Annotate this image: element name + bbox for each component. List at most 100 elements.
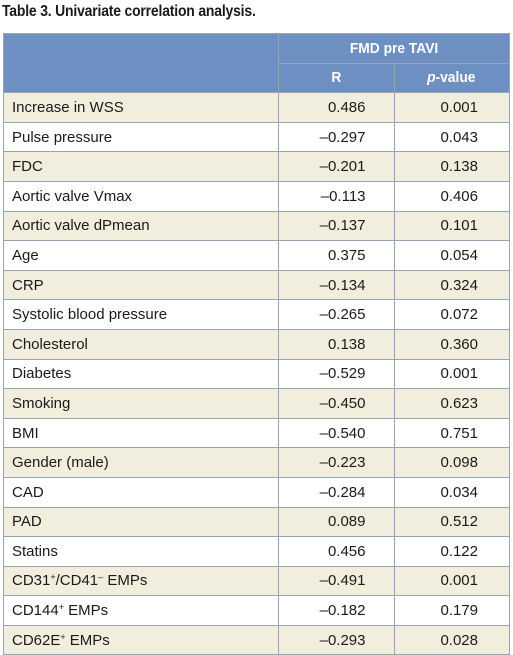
row-r-value: –0.297 [278, 121, 395, 153]
row-p-value: 0.179 [393, 595, 510, 626]
table-row: Gender (male) –0.223 0.098 [3, 447, 510, 478]
row-label-superscript: + [50, 572, 56, 583]
table-row: FDC –0.201 0.138 [3, 151, 510, 182]
row-r-value: 0.375 [278, 240, 395, 271]
row-label-superscript: – [98, 572, 104, 583]
row-label: Aortic valve dPmean [12, 217, 150, 235]
row-label: Diabetes [12, 365, 72, 383]
row-p-value: 0.043 [393, 121, 510, 153]
row-p-value: 0.098 [393, 447, 510, 478]
row-r-value: –0.182 [278, 595, 395, 626]
row-label: Pulse pressure [12, 128, 113, 146]
row-label-text: CD144 [12, 602, 59, 620]
row-p-value: 0.324 [393, 269, 510, 301]
row-p-value: 0.072 [393, 299, 510, 330]
table-row: Increase in WSS 0.486 0.001 [3, 92, 510, 123]
header-group-cell: FMD pre TAVI [278, 33, 510, 64]
row-label-cell: PAD [3, 506, 279, 538]
table-row: CAD –0.284 0.034 [3, 476, 510, 508]
header-row-group: FMD pre TAVI [3, 32, 510, 94]
header-r-label: R [331, 69, 342, 87]
row-label-text: EMPs [103, 572, 148, 590]
row-label: FDC [12, 158, 43, 176]
row-p-value: 0.054 [393, 240, 510, 271]
row-r-value: 0.486 [278, 92, 395, 123]
row-r-value: –0.134 [278, 269, 395, 301]
row-p-value: 0.028 [393, 624, 510, 655]
table-row: Age 0.375 0.054 [3, 240, 510, 271]
row-label: Age [12, 246, 39, 264]
table-row: Cholesterol 0.138 0.360 [3, 328, 510, 360]
table-row: BMI –0.540 0.751 [3, 417, 510, 449]
row-p-value: 0.001 [393, 92, 510, 123]
row-label: Smoking [12, 394, 71, 412]
row-r-value: 0.456 [278, 536, 395, 567]
row-r-value: 0.089 [278, 506, 395, 538]
table-row: Statins 0.456 0.122 [3, 536, 510, 567]
table-row: CRP –0.134 0.324 [3, 269, 510, 301]
row-p-value: 0.001 [393, 565, 510, 597]
row-label-cell: Age [3, 240, 279, 271]
row-r-value: 0.138 [278, 328, 395, 360]
row-label: BMI [12, 424, 39, 442]
row-label-cell: CAD [3, 476, 279, 508]
row-label: Systolic blood pressure [12, 306, 168, 324]
row-p-value: 0.623 [393, 388, 510, 419]
header-p-cell: p-value [393, 62, 510, 94]
row-p-value: 0.101 [393, 210, 510, 242]
row-label-text: EMPs [65, 631, 110, 649]
row-r-value: –0.293 [278, 624, 395, 655]
header-empty-cell [3, 32, 279, 94]
row-label-cell: Aortic valve Vmax [3, 180, 279, 212]
row-label-cell: Increase in WSS [3, 92, 279, 123]
row-label-cell: Diabetes [3, 358, 279, 390]
row-r-value: –0.137 [278, 210, 395, 242]
correlation-table: FMD pre TAVI R p-value Increase in WSS 0.… [3, 32, 510, 655]
row-p-value: 0.360 [393, 328, 510, 360]
row-label: Statins [12, 542, 58, 560]
row-p-value: 0.138 [393, 151, 510, 182]
header-p-rest: -value [436, 69, 476, 87]
header-p-italic: p [427, 69, 437, 87]
row-label-cell: Systolic blood pressure [3, 299, 279, 330]
table-row: CD144+ EMPs –0.182 0.179 [3, 595, 510, 626]
row-p-value: 0.122 [393, 536, 510, 567]
row-label-cell: CD144+ EMPs [3, 595, 279, 626]
row-label-cell: BMI [3, 417, 279, 449]
header-r-cell: R [278, 62, 395, 94]
header-row-columns: R p-value [4, 62, 510, 94]
row-label: Increase in WSS [12, 98, 124, 116]
row-label-cell: Pulse pressure [3, 121, 279, 153]
row-r-value: –0.223 [278, 447, 395, 478]
row-label-cell: Gender (male) [3, 447, 279, 478]
row-label-text: CD62E [12, 631, 61, 649]
row-label: CRP [12, 276, 44, 294]
row-r-value: –0.113 [278, 180, 395, 212]
row-label: Gender (male) [12, 454, 109, 472]
row-label: CAD [12, 483, 44, 501]
row-r-value: –0.201 [278, 151, 395, 182]
row-label-cell: Cholesterol [3, 328, 279, 360]
table-row: Smoking –0.450 0.623 [3, 388, 510, 419]
table-row: Aortic valve Vmax –0.113 0.406 [3, 180, 510, 212]
row-label-text: CD31 [12, 572, 51, 590]
row-label-cell: Smoking [3, 388, 279, 419]
row-label-cell: FDC [3, 151, 279, 182]
row-p-value: 0.751 [393, 417, 510, 449]
row-p-value: 0.406 [393, 180, 510, 212]
table-title: Table 3. Univariate correlation analysis… [2, 3, 256, 20]
row-p-value: 0.512 [393, 506, 510, 538]
row-r-value: –0.284 [278, 476, 395, 508]
row-r-value: –0.450 [278, 388, 395, 419]
table-row: Systolic blood pressure –0.265 0.072 [3, 299, 510, 330]
row-r-value: –0.265 [278, 299, 395, 330]
table-row: CD31+/CD41– EMPs –0.491 0.001 [3, 565, 510, 597]
row-r-value: –0.529 [278, 358, 395, 390]
row-label-cell: CD31+/CD41– EMPs [3, 565, 279, 597]
table-row: Pulse pressure –0.297 0.043 [3, 121, 510, 153]
row-label: Cholesterol [12, 335, 88, 353]
table-row: PAD 0.089 0.512 [3, 506, 510, 538]
row-label-superscript: + [58, 602, 64, 613]
row-label-text: /CD41 [55, 572, 99, 590]
row-r-value: –0.540 [278, 417, 395, 449]
